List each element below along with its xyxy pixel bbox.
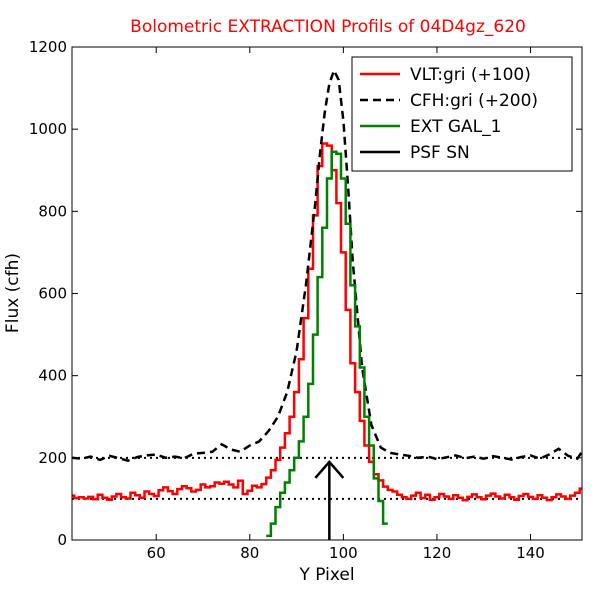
x-axis: 60 80 100 120 140 bbox=[147, 47, 545, 562]
series-line-3 bbox=[266, 150, 388, 538]
y-tick-label: 1000 bbox=[29, 120, 67, 138]
psf-arrow-annotation bbox=[314, 460, 345, 540]
plot-area bbox=[72, 67, 582, 538]
series-line-1 bbox=[72, 142, 582, 502]
x-tick-label: 120 bbox=[423, 544, 452, 562]
x-tick-label: 140 bbox=[516, 544, 545, 562]
y-tick-label: 200 bbox=[38, 449, 67, 467]
series-line-2 bbox=[72, 67, 582, 463]
legend-label-4: PSF SN bbox=[410, 143, 470, 163]
y-tick-label: 1200 bbox=[29, 38, 67, 56]
y-tick-label: 0 bbox=[57, 531, 67, 549]
arrow-head bbox=[314, 460, 345, 479]
legend: VLT:gri (+100) CFH:gri (+200) EXT GAL_1 PSF… bbox=[351, 56, 573, 172]
reference-lines bbox=[72, 456, 582, 500]
y-tick-label: 400 bbox=[38, 367, 67, 385]
x-tick-label: 80 bbox=[240, 544, 259, 562]
chart-title: Bolometric EXTRACTION Profils of 04D4gz_… bbox=[130, 17, 526, 37]
x-axis-label: Y Pixel bbox=[298, 565, 354, 585]
legend-label-3: EXT GAL_1 bbox=[410, 117, 501, 137]
y-axis: 0 200 400 600 800 1000 1200 bbox=[29, 38, 582, 549]
y-axis-label: Flux (cfh) bbox=[3, 253, 23, 333]
y-tick-label: 600 bbox=[38, 285, 67, 303]
x-tick-label: 60 bbox=[147, 544, 166, 562]
y-tick-label: 800 bbox=[38, 202, 67, 220]
legend-label-1: VLT:gri (+100) bbox=[410, 65, 531, 85]
legend-label-2: CFH:gri (+200) bbox=[410, 91, 538, 111]
x-tick-label: 100 bbox=[329, 544, 358, 562]
